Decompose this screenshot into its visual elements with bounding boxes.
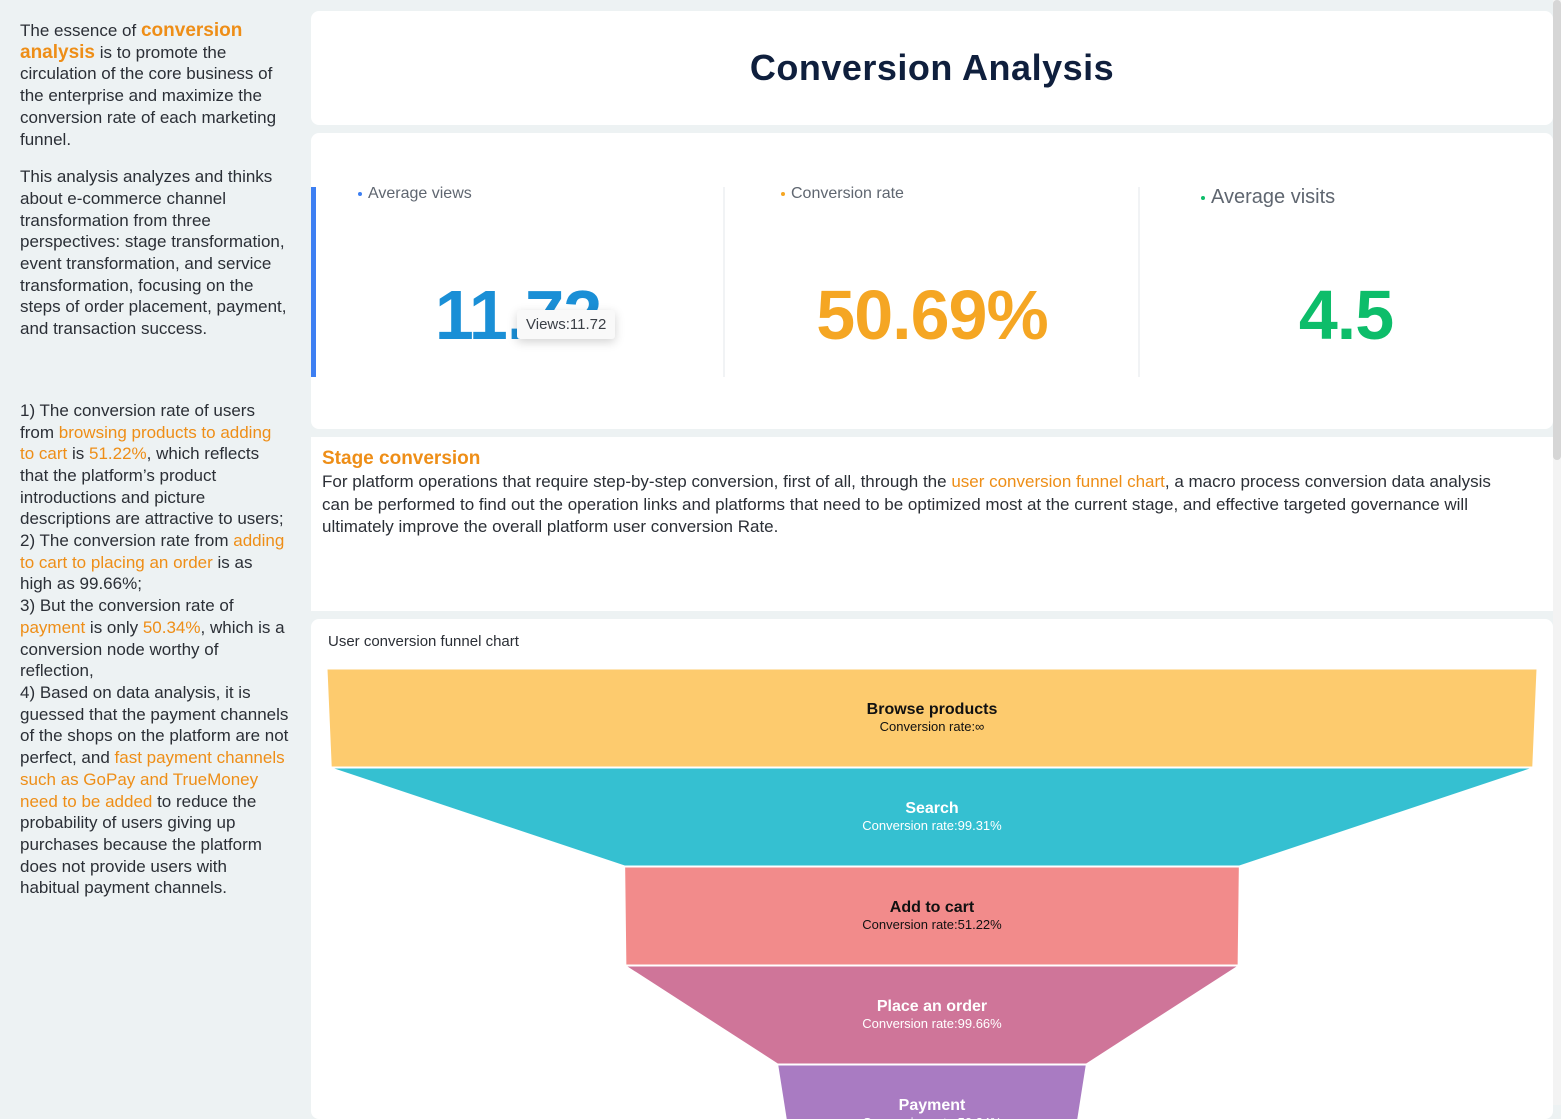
funnel-stage-label: Add to cart bbox=[890, 899, 975, 916]
stage-description: For platform operations that require ste… bbox=[322, 472, 1491, 536]
scope-paragraph: This analysis analyzes and thinks about … bbox=[20, 167, 287, 339]
findings-paragraph: 1) The conversion rate of users from bro… bbox=[20, 400, 289, 898]
title-card: Conversion Analysis bbox=[311, 11, 1553, 125]
kpi-value: 50.69% bbox=[816, 276, 1048, 354]
funnel-stage-label: Payment bbox=[899, 1097, 966, 1114]
funnel-segment[interactable] bbox=[331, 767, 1533, 867]
funnel-segment[interactable] bbox=[624, 965, 1240, 1065]
scrollbar-track[interactable] bbox=[1553, 0, 1561, 1105]
funnel-stage-rate: Conversion rate:∞ bbox=[880, 719, 985, 734]
page-title: Conversion Analysis bbox=[749, 47, 1115, 88]
kpi-card: Average views 11.72 Views:11.72 Conversi… bbox=[311, 133, 1553, 429]
bullet-icon bbox=[1201, 195, 1205, 200]
kpi-average-visits[interactable]: Average visits 4.5 bbox=[1139, 133, 1553, 429]
divider bbox=[1138, 187, 1140, 377]
kpi-label: Average visits bbox=[1201, 186, 1335, 209]
kpi-conversion-rate[interactable]: Conversion rate 50.69% bbox=[725, 133, 1139, 429]
stage-title: Stage conversion bbox=[322, 448, 481, 469]
insight-sidebar: The essence of conversion analysis is to… bbox=[0, 0, 305, 1105]
funnel-stage-label: Browse products bbox=[867, 701, 998, 718]
stage-conversion-card: Stage conversion For platform operations… bbox=[311, 437, 1553, 611]
kpi-label: Conversion rate bbox=[781, 185, 904, 203]
bullet-icon bbox=[781, 191, 785, 196]
bullet-icon bbox=[358, 191, 362, 196]
funnel-stage-rate: Conversion rate:99.31% bbox=[862, 818, 1002, 833]
funnel-chart-link[interactable]: user conversion funnel chart bbox=[951, 472, 1165, 491]
kpi-label: Average views bbox=[358, 185, 472, 203]
intro-paragraph: The essence of conversion analysis is to… bbox=[20, 20, 277, 149]
conversion-analysis-highlight: conversion analysis bbox=[20, 20, 243, 63]
funnel-stage-rate: Conversion rate:50.34% bbox=[862, 1115, 1002, 1119]
kpi-average-views[interactable]: Average views 11.72 Views:11.72 bbox=[311, 133, 725, 429]
funnel-stage-label: Place an order bbox=[877, 998, 987, 1015]
funnel-segment[interactable] bbox=[326, 668, 1538, 768]
tooltip: Views:11.72 bbox=[517, 310, 616, 339]
kpi-accent-bar bbox=[311, 187, 316, 377]
funnel-stage-label: Search bbox=[905, 800, 958, 817]
kpi-value: 4.5 bbox=[1298, 276, 1394, 354]
divider bbox=[723, 187, 725, 377]
funnel-stage-rate: Conversion rate:99.66% bbox=[862, 1016, 1002, 1031]
funnel-stage-payment[interactable]: PaymentConversion rate:50.34% bbox=[777, 1064, 1087, 1119]
chart-title: User conversion funnel chart bbox=[328, 633, 519, 650]
funnel-stage-rate: Conversion rate:51.22% bbox=[862, 917, 1002, 932]
scrollbar-thumb[interactable] bbox=[1553, 0, 1561, 460]
funnel-card: User conversion funnel chart Browse prod… bbox=[311, 619, 1553, 1119]
funnel-segment[interactable] bbox=[624, 866, 1240, 966]
